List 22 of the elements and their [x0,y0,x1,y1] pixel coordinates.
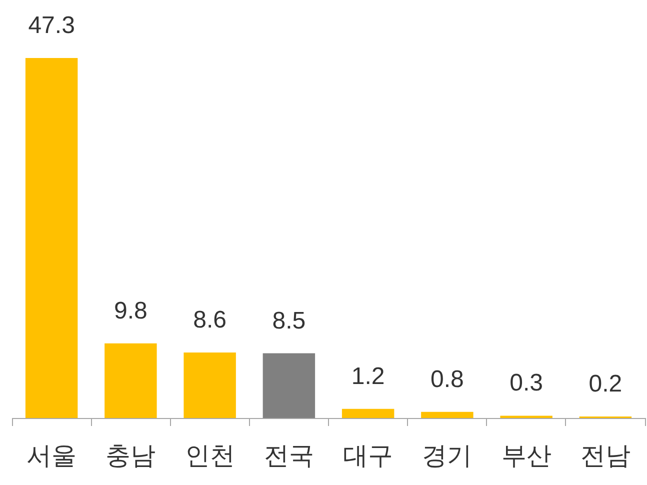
x-tick-label: 인천 [184,442,235,470]
x-tick-label: 대구 [343,442,394,470]
x-tick-label: 충남 [106,442,156,470]
bar [342,408,394,418]
data-label: 8.6 [193,306,226,334]
x-tick-label: 전국 [264,442,314,470]
data-label: 0.8 [430,366,464,393]
x-tick-label: 경기 [422,442,472,470]
data-label: 8.5 [272,307,306,334]
bar [262,353,316,418]
x-tick-label: 서울 [26,442,77,470]
x-tick-label: 전남 [580,442,630,470]
data-label: 1.2 [351,362,385,390]
data-label: 9.8 [114,297,148,324]
data-label: 0.3 [510,370,543,397]
bar [421,412,474,418]
bar [25,58,78,418]
x-tick-label: 부산 [501,442,552,470]
data-label: 47.3 [28,12,75,39]
bar [184,352,236,418]
bar [104,343,157,418]
data-label: 0.2 [588,370,622,398]
